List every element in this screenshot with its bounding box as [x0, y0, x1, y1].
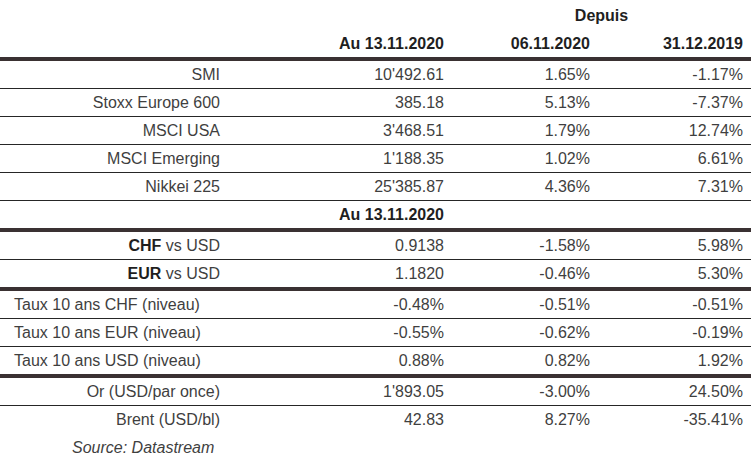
market-summary-table-page: Depuis Au 13.11.2020 06.11.2020 31.12.20… [0, 0, 751, 469]
value-main: 1.1820 [280, 260, 452, 290]
value-main: 0.88% [280, 347, 452, 377]
row-label: MSCI USA [0, 117, 280, 145]
value-since-week: 0.82% [452, 347, 598, 377]
value-since-week: 5.13% [452, 89, 598, 117]
value-since-ytd: 1.92% [598, 347, 751, 377]
table-row-smi: SMI 10'492.61 1.65% -1.17% [0, 59, 751, 89]
value-since-week: 1.02% [452, 145, 598, 173]
column-header-main-date: Au 13.11.2020 [280, 31, 452, 59]
value-main: -0.55% [280, 319, 452, 347]
column-header-ytd-date: 31.12.2019 [598, 31, 751, 59]
currency-code: EUR [128, 265, 162, 282]
value-main: 10'492.61 [280, 59, 452, 89]
row-label: Nikkei 225 [0, 173, 280, 201]
row-label: Brent (USD/bl) [0, 406, 280, 434]
value-since-week: -3.00% [452, 376, 598, 406]
value-since-week: 1.65% [452, 59, 598, 89]
value-since-ytd: 12.74% [598, 117, 751, 145]
table-row-brent: Brent (USD/bl) 42.83 8.27% -35.41% [0, 406, 751, 434]
value-main: 25'385.87 [280, 173, 452, 201]
depuis-header: Depuis [452, 0, 751, 31]
value-since-ytd: -35.41% [598, 406, 751, 434]
value-since-ytd: -0.51% [598, 289, 751, 319]
value-main: 1'188.35 [280, 145, 452, 173]
row-label: CHF vs USD [0, 230, 280, 260]
table-row-msci-emerging: MSCI Emerging 1'188.35 1.02% 6.61% [0, 145, 751, 173]
value-since-ytd: 6.61% [598, 145, 751, 173]
fx-section-header-row: Au 13.11.2020 [0, 201, 751, 231]
value-main: 42.83 [280, 406, 452, 434]
value-since-week: -1.58% [452, 230, 598, 260]
value-since-week: -0.51% [452, 289, 598, 319]
row-label: Taux 10 ans USD (niveau) [0, 347, 280, 377]
table-row-gold: Or (USD/par once) 1'893.05 -3.00% 24.50% [0, 376, 751, 406]
row-label: SMI [0, 59, 280, 89]
column-header-week-date: 06.11.2020 [452, 31, 598, 59]
table-row-chf-usd: CHF vs USD 0.9138 -1.58% 5.98% [0, 230, 751, 260]
value-since-week: -0.62% [452, 319, 598, 347]
value-main: -0.48% [280, 289, 452, 319]
table-row-taux-usd: Taux 10 ans USD (niveau) 0.88% 0.82% 1.9… [0, 347, 751, 377]
table-row-msci-usa: MSCI USA 3'468.51 1.79% 12.74% [0, 117, 751, 145]
value-since-ytd: -1.17% [598, 59, 751, 89]
value-since-ytd: 5.98% [598, 230, 751, 260]
market-data-table: Depuis Au 13.11.2020 06.11.2020 31.12.20… [0, 0, 751, 433]
header-row-depuis: Depuis [0, 0, 751, 31]
table-row-nikkei: Nikkei 225 25'385.87 4.36% 7.31% [0, 173, 751, 201]
source-attribution: Source: Datastream [0, 439, 751, 457]
currency-code: CHF [128, 237, 161, 254]
value-since-week: 1.79% [452, 117, 598, 145]
row-label: Stoxx Europe 600 [0, 89, 280, 117]
table-row-taux-chf: Taux 10 ans CHF (niveau) -0.48% -0.51% -… [0, 289, 751, 319]
value-since-ytd: 7.31% [598, 173, 751, 201]
fx-section-date-header: Au 13.11.2020 [280, 201, 452, 231]
value-since-ytd: -0.19% [598, 319, 751, 347]
row-label: MSCI Emerging [0, 145, 280, 173]
table-row-stoxx: Stoxx Europe 600 385.18 5.13% -7.37% [0, 89, 751, 117]
row-label: EUR vs USD [0, 260, 280, 290]
row-label: Or (USD/par once) [0, 376, 280, 406]
value-since-week: 4.36% [452, 173, 598, 201]
value-main: 3'468.51 [280, 117, 452, 145]
row-label: Taux 10 ans CHF (niveau) [0, 289, 280, 319]
value-since-week: 8.27% [452, 406, 598, 434]
value-since-ytd: 5.30% [598, 260, 751, 290]
value-since-week: -0.46% [452, 260, 598, 290]
value-main: 1'893.05 [280, 376, 452, 406]
value-since-ytd: -7.37% [598, 89, 751, 117]
value-main: 0.9138 [280, 230, 452, 260]
table-row-eur-usd: EUR vs USD 1.1820 -0.46% 5.30% [0, 260, 751, 290]
header-row-dates: Au 13.11.2020 06.11.2020 31.12.2019 [0, 31, 751, 59]
table-row-taux-eur: Taux 10 ans EUR (niveau) -0.55% -0.62% -… [0, 319, 751, 347]
value-main: 385.18 [280, 89, 452, 117]
row-label: Taux 10 ans EUR (niveau) [0, 319, 280, 347]
value-since-ytd: 24.50% [598, 376, 751, 406]
